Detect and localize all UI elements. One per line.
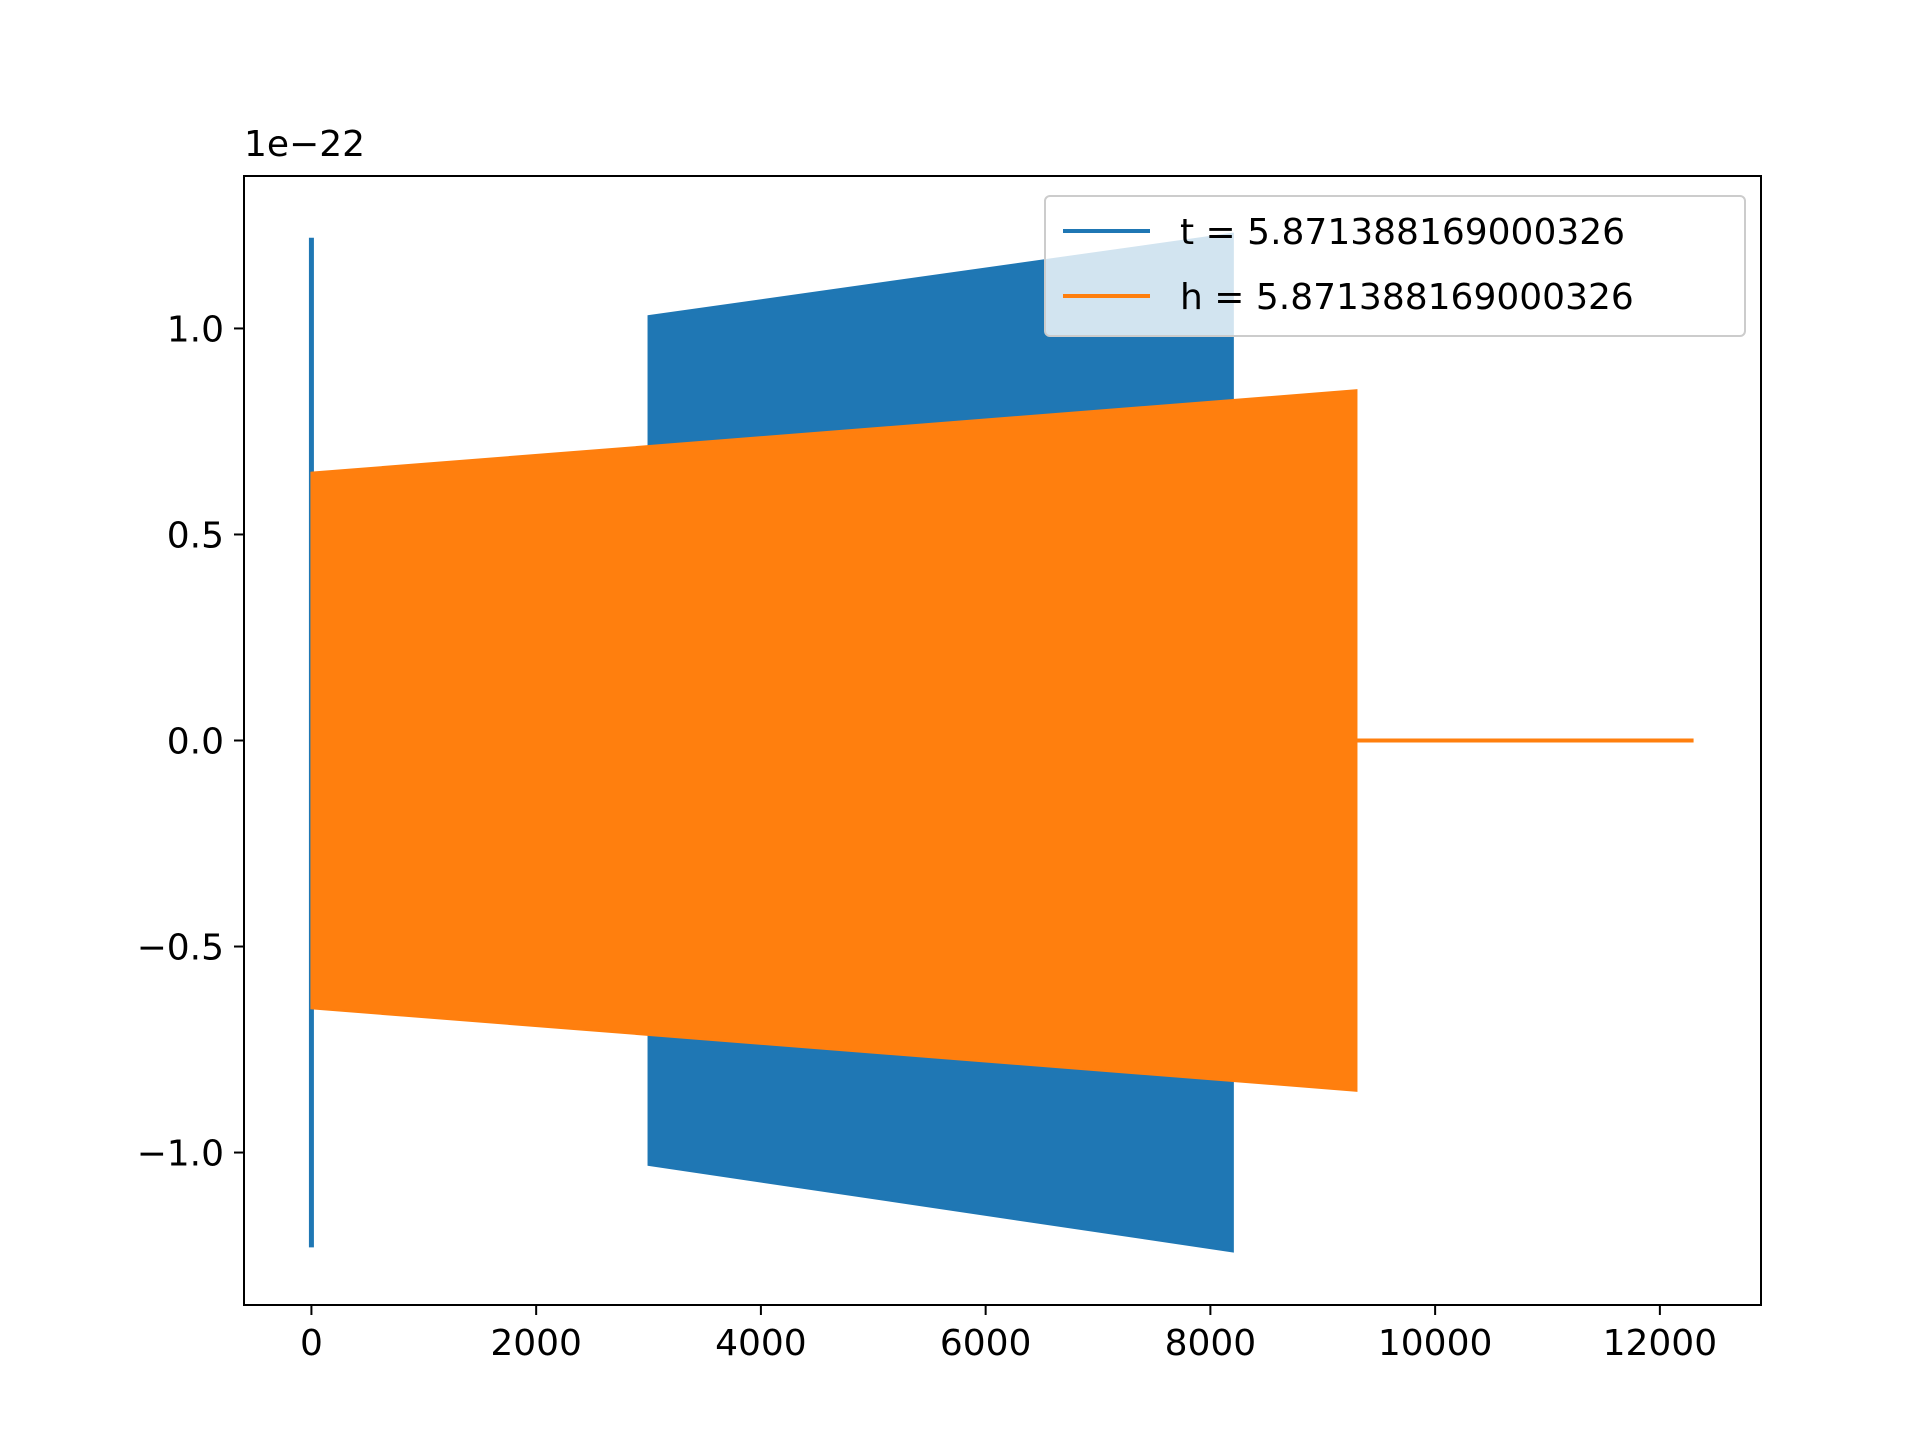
legend-label-t: t = 5.871388169000326 (1180, 212, 1625, 253)
x-tick-label: 6000 (940, 1323, 1032, 1364)
plot-area (308, 232, 1694, 1253)
y-tick-label: −1.0 (137, 1134, 224, 1175)
legend-box (1044, 195, 1746, 337)
y-axis: −1.0 −0.5 0.0 0.5 1.0 (137, 309, 244, 1175)
x-tick-label: 10000 (1378, 1323, 1493, 1364)
x-tick-label: 0 (300, 1323, 323, 1364)
y-tick-label: 1.0 (167, 309, 224, 350)
x-tick-label: 12000 (1603, 1323, 1718, 1364)
y-tick-label: 0.5 (167, 515, 224, 556)
legend: t = 5.871388169000326 h = 5.871388169000… (1044, 195, 1746, 337)
x-tick-label: 8000 (1165, 1323, 1257, 1364)
series-h (310, 389, 1694, 1092)
y-tick-label: 0.0 (167, 722, 224, 763)
y-tick-label: −0.5 (137, 928, 224, 969)
legend-label-h: h = 5.871388169000326 (1180, 277, 1634, 318)
x-tick-label: 2000 (490, 1323, 582, 1364)
x-axis: 0 2000 4000 6000 8000 10000 12000 (300, 1305, 1717, 1364)
series-h-oscillation-band (310, 389, 1358, 1092)
x-tick-label: 4000 (715, 1323, 807, 1364)
y-offset-label: 1e−22 (244, 124, 365, 165)
